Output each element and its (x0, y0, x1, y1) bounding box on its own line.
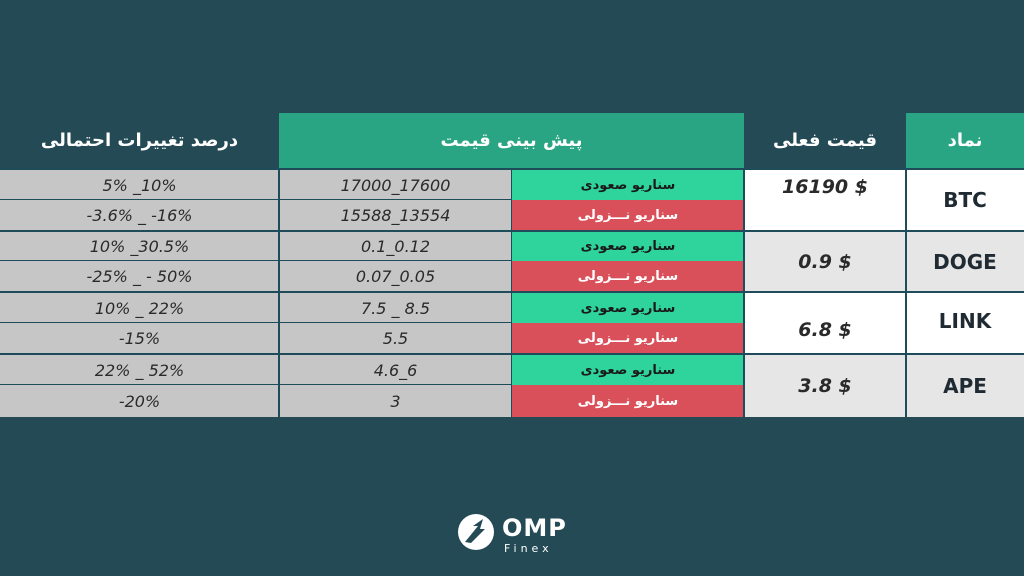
btc-up-change: 5% _10% (0, 170, 279, 200)
ape-up-change: 22% _ 52% (0, 355, 279, 385)
ape-down-scenario-label: سناریو نـــزولی (512, 385, 744, 417)
doge-price: 0.9 $ (744, 232, 906, 291)
btc-symbol: BTC (906, 170, 1024, 230)
ape-down-forecast: 3 (279, 385, 512, 417)
sub-row-divider (0, 322, 512, 323)
doge-up-scenario-label: سناریو صعودی (512, 232, 744, 261)
column-divider (278, 168, 280, 417)
btc-down-scenario-label: سناریو نـــزولی (512, 200, 744, 230)
ape-price: 3.8 $ (744, 355, 906, 417)
logo-name: OMP (502, 514, 567, 542)
ape-up-forecast: 4.6_6 (279, 355, 512, 385)
crypto-forecast-table: درصد تغییرات احتمالی پیش بینی قیمت قیمت … (0, 113, 1024, 417)
link-up-forecast: 7.5 _ 8.5 (279, 293, 512, 323)
btc-up-forecast: 17000_17600 (279, 170, 512, 200)
omp-finex-logo: OMP Finex (456, 512, 568, 556)
row-divider (0, 353, 1024, 355)
link-down-forecast: 5.5 (279, 323, 512, 353)
doge-symbol: DOGE (906, 232, 1024, 291)
link-down-change: -15% (0, 323, 279, 353)
btc-price: 16190 $ (744, 170, 906, 230)
ape-up-scenario-label: سناریو صعودی (512, 355, 744, 385)
row-divider (0, 230, 1024, 232)
column-divider (905, 168, 907, 417)
btc-down-forecast: 15588_13554 (279, 200, 512, 230)
sub-row-divider (0, 199, 512, 200)
sub-row-divider (0, 260, 512, 261)
header-forecast: پیش بینی قیمت (279, 113, 744, 168)
header-current-price: قیمت فعلی (744, 113, 906, 168)
link-up-change: 10% _ 22% (0, 293, 279, 323)
link-symbol: LINK (906, 293, 1024, 353)
ape-down-change: -20% (0, 385, 279, 417)
column-divider (743, 168, 745, 417)
doge-up-forecast: 0.1_0.12 (279, 232, 512, 261)
btc-down-change: -3.6% _ -16% (0, 200, 279, 230)
omp-finex-logo-icon (458, 514, 494, 550)
doge-down-forecast: 0.07_0.05 (279, 261, 512, 291)
link-up-scenario-label: سناریو صعودی (512, 293, 744, 323)
sub-row-divider (0, 384, 512, 385)
link-price: 6.8 $ (744, 293, 906, 353)
row-divider (0, 168, 1024, 170)
doge-down-change: -25% _ - 50% (0, 261, 279, 291)
doge-down-scenario-label: سناریو نـــزولی (512, 261, 744, 291)
link-down-scenario-label: سناریو نـــزولی (512, 323, 744, 353)
logo-subtitle: Finex (504, 542, 553, 555)
btc-up-scenario-label: سناریو صعودی (512, 170, 744, 200)
ape-symbol: APE (906, 355, 1024, 417)
column-divider (511, 168, 512, 417)
header-change-pct: درصد تغییرات احتمالی (0, 113, 279, 168)
header-symbol: نماد (906, 113, 1024, 168)
doge-up-change: 10% _30.5% (0, 232, 279, 261)
row-divider (0, 291, 1024, 293)
